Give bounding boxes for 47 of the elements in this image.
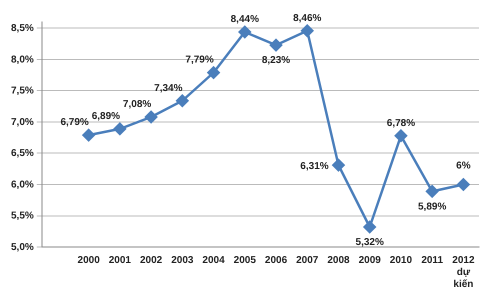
point [457,178,470,191]
x-tick-label: 2001 [108,254,132,266]
y-tick-label: 7,5% [10,86,34,96]
y-tick-label: 5,0% [10,242,34,253]
point [300,24,314,37]
data-label: 6,78% [386,118,416,129]
point [144,110,158,124]
x-tick-label: 2009 [358,254,382,266]
data-label: 8,46% [293,12,322,24]
point [238,26,252,38]
data-label: 7,08% [122,99,152,110]
data-label: 5,32% [356,237,384,248]
y-tick-label: 6,0% [10,179,34,190]
point [363,220,376,234]
x-tick-label: 2005 [234,254,256,266]
x-tick-label: 2008 [327,254,350,266]
point [270,38,282,52]
point [176,94,189,107]
data-label: 7,79% [185,54,214,66]
point [114,122,126,136]
y-tick-label: 8,5% [10,23,34,34]
x-tick-label: 2012 dự kiến [452,254,475,290]
data-label: 5,89% [418,201,446,212]
x-tick-label: 2006 [264,254,288,266]
y-tick-label: 8,0% [10,54,34,66]
y-tick-label: 6,5% [10,148,34,159]
point [426,185,438,198]
point [82,128,95,142]
x-tick-label: 2010 [390,254,412,266]
data-label: 6% [456,160,471,172]
x-tick-label: 2003 [171,254,194,266]
point [394,130,408,142]
point [207,66,220,79]
y-tick-label: 5,5% [10,210,34,222]
point [332,158,345,172]
x-tick-label: 2004 [202,254,226,266]
data-label: 7,34% [154,82,183,94]
x-tick-label: 2011 [421,254,444,266]
data-label: 8,44% [230,14,260,25]
x-tick-label: 2000 [78,254,100,266]
data-label: 6,31% [300,161,329,172]
x-tick-label: 2002 [140,254,163,266]
data-label: 6,89% [92,110,120,122]
y-tick-label: 7,0% [10,116,34,128]
x-tick-label: 2007 [296,254,319,266]
data-label: 8,23% [262,55,290,66]
data-label: 6,79% [60,117,89,128]
